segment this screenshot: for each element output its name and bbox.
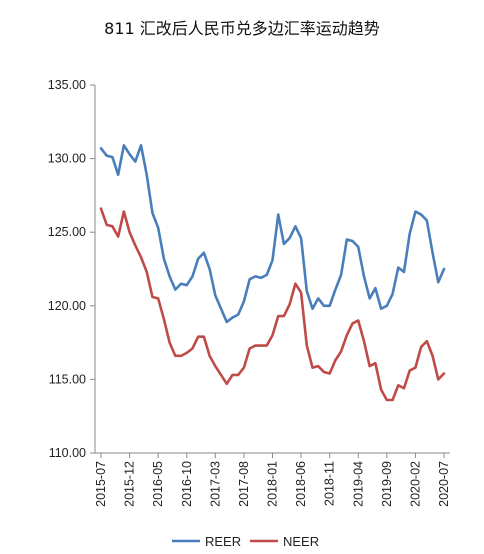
x-axis-ticks: 2015-07 2015-12 2016-05 2016-10 2017-03 2017-… (94, 453, 451, 507)
x-tick-label: 2016-10 (180, 461, 194, 507)
legend-label-reer: REER (205, 534, 241, 549)
y-tick-label: 115.00 (49, 372, 86, 386)
chart-title: 811 汇改后人民币兑多边汇率运动趋势 (104, 19, 380, 38)
x-tick-label: 2019-04 (351, 461, 365, 507)
series-line-reer (99, 144, 446, 324)
x-tick-label: 2018-01 (266, 461, 280, 507)
y-tick-label: 110.00 (49, 446, 86, 460)
x-tick-label: 2017-08 (237, 461, 251, 507)
x-tick-label: 2015-12 (123, 461, 137, 507)
y-axis-ticks: 110.00 115.00 120.00 125.00 130.00 135.00 (48, 78, 95, 460)
x-tick-label: 2020-07 (437, 461, 451, 507)
y-tick-label: 125.00 (48, 225, 86, 239)
x-tick-label: 2015-07 (94, 461, 108, 507)
y-tick-label: 135.00 (48, 78, 86, 92)
y-tick-label: 120.00 (48, 299, 86, 313)
x-tick-label: 2018-11 (323, 461, 337, 506)
x-tick-label: 2020-02 (408, 461, 422, 507)
series-lines (99, 144, 446, 402)
series-line-neer (99, 207, 446, 402)
x-tick-label: 2018-06 (294, 461, 308, 507)
y-tick-label: 130.00 (48, 152, 86, 166)
legend: REER NEER (172, 534, 319, 549)
legend-label-neer: NEER (283, 534, 319, 549)
x-tick-label: 2017-03 (208, 461, 222, 507)
x-tick-label: 2019-09 (380, 461, 394, 507)
x-tick-label: 2016-05 (151, 461, 165, 507)
